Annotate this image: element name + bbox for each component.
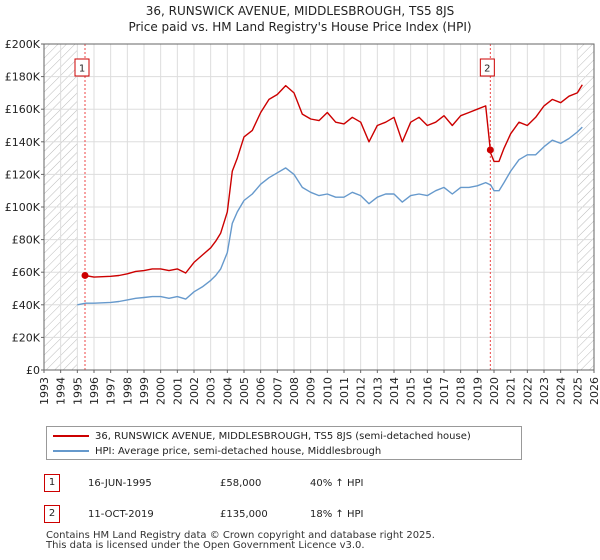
x-tick-label: 2013 xyxy=(371,377,384,405)
chart-title-line2: Price paid vs. HM Land Registry's House … xyxy=(128,20,472,34)
x-tick-label: 2011 xyxy=(338,377,351,405)
property-price-line xyxy=(84,84,583,278)
y-tick-label: £20K xyxy=(12,331,41,344)
x-tick-label: 2018 xyxy=(455,377,468,405)
legend-item-property: 36, RUNSWICK AVENUE, MIDDLESBROUGH, TS5 … xyxy=(53,429,471,444)
x-tick-label: 2019 xyxy=(471,377,484,405)
x-tick-label: 2012 xyxy=(355,377,368,405)
x-tick-label: 2020 xyxy=(488,377,501,405)
x-tick-label: 1998 xyxy=(121,377,134,405)
sale-hpi-change: 18% ↑ HPI xyxy=(310,509,364,520)
x-tick-label: 2023 xyxy=(538,377,551,405)
y-tick-label: £60K xyxy=(12,266,41,279)
x-tick-label: 2007 xyxy=(271,377,284,405)
x-tick-label: 1995 xyxy=(71,377,84,405)
legend-swatch-hpi xyxy=(53,450,89,452)
y-tick-label: £0 xyxy=(26,364,40,377)
x-tick-label: 2026 xyxy=(588,377,600,405)
legend-item-hpi: HPI: Average price, semi-detached house,… xyxy=(53,444,381,459)
y-tick-label: £140K xyxy=(5,136,41,149)
x-tick-label: 2002 xyxy=(188,377,201,405)
x-tick-label: 2000 xyxy=(155,377,168,405)
x-tick-label: 2015 xyxy=(405,377,418,405)
sale-label-box xyxy=(74,58,90,77)
x-tick-label: 2014 xyxy=(388,377,401,405)
x-tick-label: 2024 xyxy=(555,377,568,405)
footer-licence: This data is licensed under the Open Gov… xyxy=(46,540,365,551)
sale-price: £135,000 xyxy=(220,509,268,520)
sale-badge: 2 xyxy=(44,505,60,523)
sale-badge: 1 xyxy=(44,474,60,492)
x-tick-label: 2025 xyxy=(571,377,584,405)
x-tick-label: 1996 xyxy=(88,377,101,405)
y-tick-label: £120K xyxy=(5,168,41,181)
sale-hpi-change: 40% ↑ HPI xyxy=(310,478,364,489)
x-tick-label: 1997 xyxy=(105,377,118,405)
x-tick-label: 1999 xyxy=(138,377,151,405)
sale-label-box xyxy=(479,58,495,77)
hpi-line xyxy=(77,126,583,306)
x-tick-label: 2017 xyxy=(438,377,451,405)
x-tick-label: 2016 xyxy=(421,377,434,405)
x-tick-label: 2009 xyxy=(305,377,318,405)
y-tick-label: £80K xyxy=(12,234,41,247)
x-tick-label: 2008 xyxy=(288,377,301,405)
x-tick-label: 2005 xyxy=(238,377,251,405)
sale-date: 16-JUN-1995 xyxy=(88,478,152,489)
y-tick-label: £200K xyxy=(5,38,41,51)
chart-title-line1: 36, RUNSWICK AVENUE, MIDDLESBROUGH, TS5 … xyxy=(145,4,455,18)
sale-label: 1 xyxy=(79,64,85,75)
footer-copyright: Contains HM Land Registry data © Crown c… xyxy=(46,530,435,541)
x-tick-label: 2010 xyxy=(321,377,334,405)
x-tick-label: 2006 xyxy=(255,377,268,405)
y-tick-label: £100K xyxy=(5,201,41,214)
footer: Contains HM Land Registry data © Crown c… xyxy=(46,531,435,551)
x-tick-label: 2021 xyxy=(505,377,518,405)
y-tick-label: £40K xyxy=(12,299,41,312)
y-tick-label: £160K xyxy=(5,103,41,116)
price-chart: 1 2 £0 £20K £40K £60K £80K £100K £120K £140K £160… xyxy=(5,38,600,405)
y-tick-label: £180K xyxy=(5,71,41,84)
sale-point xyxy=(81,271,89,279)
x-tick-label: 2022 xyxy=(521,377,534,405)
x-tick-label: 1994 xyxy=(55,377,68,405)
legend-label-property: 36, RUNSWICK AVENUE, MIDDLESBROUGH, TS5 … xyxy=(95,431,471,442)
chart-title: 36, RUNSWICK AVENUE, MIDDLESBROUGH, TS5 … xyxy=(0,3,600,35)
sale-price: £58,000 xyxy=(220,478,262,489)
sale-date: 11-OCT-2019 xyxy=(88,509,154,520)
sale-point xyxy=(486,146,494,154)
x-tick-label: 1993 xyxy=(38,377,51,405)
x-tick-label: 2004 xyxy=(221,377,234,405)
legend: 36, RUNSWICK AVENUE, MIDDLESBROUGH, TS5 … xyxy=(46,426,522,460)
x-tick-label: 2001 xyxy=(171,377,184,405)
x-tick-label: 2003 xyxy=(205,377,218,405)
legend-swatch-property xyxy=(53,435,89,437)
sale-label: 2 xyxy=(484,64,490,75)
legend-label-hpi: HPI: Average price, semi-detached house,… xyxy=(95,446,382,457)
